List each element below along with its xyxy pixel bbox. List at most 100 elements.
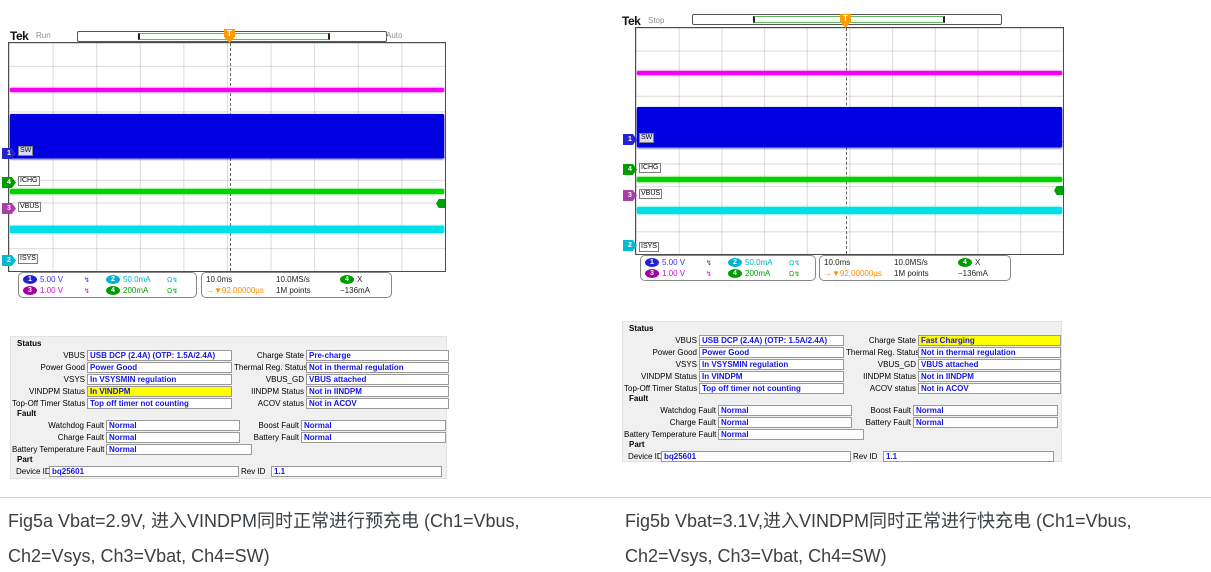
ch1-trace-label: SW (18, 146, 34, 156)
field-value[interactable]: Normal (301, 431, 446, 443)
field-label: VSYS (63, 374, 85, 384)
ch2-marker: 2 (2, 255, 16, 266)
field-label: Battery Fault (253, 432, 299, 442)
readout-row-ch3-ch4: 3 1.00 V ↯ 4 200mA Ω↯ (645, 268, 811, 279)
field-label: Rev ID (241, 466, 266, 476)
field-value[interactable]: Normal (106, 443, 252, 455)
status-section-header: Status (17, 339, 42, 348)
trigger-delay: →▼92.00000µs (206, 286, 264, 295)
tek-logo: Tek (10, 29, 29, 43)
part-row: Device ID bq25601 Rev ID 1.1 (12, 465, 445, 477)
field-value[interactable]: USB DCP (2.4A) (OTP: 1.5A/2.4A) (699, 334, 844, 346)
ch4-marker: 4 (623, 164, 637, 175)
ch3-vbat-trace (637, 71, 1062, 75)
field-value[interactable]: In VSYSMIN regulation (699, 358, 844, 370)
ch1-marker: 1 (2, 148, 16, 159)
ch4-trace-label: ICHG (18, 176, 40, 186)
ch1-sw-trace (637, 107, 1062, 147)
status-panel-right: Status VBUS USB DCP (2.4A) (OTP: 1.5A/2.… (622, 321, 1062, 462)
ch2-trace-label: ISYS (639, 242, 659, 252)
ch3-vbat-trace (10, 88, 444, 92)
readout-row-time: 10.0ms 10.0MS/s 4 X (824, 257, 1006, 268)
ch3-trace-label: VBUS (18, 202, 42, 212)
field-value[interactable]: In VINDPM (87, 385, 232, 397)
readout-row-ch1-ch2: 1 5.00 V ↯ 2 50.0mA Ω↯ (645, 257, 811, 268)
field-label: Top-Off Timer Status (624, 383, 698, 393)
field-value[interactable]: Power Good (87, 361, 232, 373)
field-label: Thermal Reg. Status (846, 347, 920, 357)
trigger-level-marker (1054, 186, 1063, 195)
rev-id-value[interactable]: 1.1 (271, 465, 442, 477)
ch3-marker: 3 (623, 190, 637, 201)
ch1-badge: 1 (23, 275, 37, 284)
device-id-value[interactable]: bq25601 (661, 450, 851, 462)
record-length: 1M points (894, 269, 929, 278)
status-row: Top-Off Timer Status Top off timer not c… (12, 397, 449, 409)
field-value[interactable]: Normal (718, 428, 864, 440)
ch4-ichg-trace (637, 177, 1062, 182)
field-value[interactable]: Top off timer not counting (87, 397, 232, 409)
field-value[interactable]: Normal (301, 419, 446, 431)
trigger-slope: X (975, 258, 981, 267)
probe-icon: ↯ (84, 276, 90, 284)
field-label: Charge Fault (669, 417, 716, 427)
readout-row-record: →▼92.00000µs 1M points −136mA (206, 285, 387, 296)
field-value[interactable]: Normal (106, 431, 240, 443)
ch4-scale: 200mA (123, 286, 149, 295)
field-value[interactable]: VBUS attached (918, 358, 1061, 370)
ch3-badge: 3 (23, 286, 37, 295)
fault-section-header: Fault (17, 409, 37, 418)
status-row: VSYS In VSYSMIN regulation VBUS_GD VBUS … (12, 373, 449, 385)
rev-id-value[interactable]: 1.1 (883, 450, 1054, 462)
field-value[interactable]: Normal (106, 419, 240, 431)
field-label: Boost Fault (258, 420, 299, 430)
trigger-source-badge: 4 (340, 275, 354, 284)
part-section-header: Part (17, 455, 33, 464)
probe-icon: ↯ (84, 287, 90, 295)
field-label: VSYS (675, 359, 697, 369)
field-label: Battery Temperature Fault (624, 429, 717, 439)
field-label: Charge State (256, 350, 304, 360)
field-value[interactable]: Not in ACOV (918, 382, 1061, 394)
status-row: VBUS USB DCP (2.4A) (OTP: 1.5A/2.4A) Cha… (624, 334, 1061, 346)
field-value[interactable]: Not in IINDPM (918, 370, 1061, 382)
timebase: 10.0ms (206, 275, 233, 284)
field-label: Power Good (40, 362, 85, 372)
field-label: Boost Fault (870, 405, 911, 415)
fault-row: Watchdog Fault Normal Boost Fault Normal (624, 404, 1060, 416)
readout-row-ch1-ch2: 1 5.00 V ↯ 2 50.0mA Ω↯ (23, 274, 192, 285)
field-value[interactable]: VBUS attached (306, 373, 449, 385)
field-value[interactable]: Power Good (699, 346, 844, 358)
fault-row: Charge Fault Normal Battery Fault Normal (12, 431, 446, 443)
field-label: Battery Temperature Fault (12, 444, 105, 454)
ohm-probe-icon: Ω↯ (167, 276, 179, 284)
field-value[interactable]: Not in IINDPM (306, 385, 449, 397)
field-value[interactable]: USB DCP (2.4A) (OTP: 1.5A/2.4A) (87, 349, 232, 361)
field-value[interactable]: Normal (913, 404, 1058, 416)
field-value[interactable]: Normal (718, 404, 852, 416)
sample-rate: 10.0MS/s (276, 275, 310, 284)
field-label: Watchdog Fault (660, 405, 716, 415)
timebase-readout-box: 10.0ms 10.0MS/s 4 X →▼92.00000µs 1M poin… (201, 272, 392, 298)
trigger-position-marker: T (840, 14, 851, 28)
field-value[interactable]: Normal (913, 416, 1058, 428)
ch4-ichg-trace (10, 189, 444, 194)
field-label: ACOV status (869, 383, 916, 393)
ch2-isys-trace (10, 226, 444, 233)
field-value[interactable]: Normal (718, 416, 852, 428)
fault-row: Battery Temperature Fault Normal (624, 428, 1060, 440)
field-value[interactable]: Not in thermal regulation (306, 361, 449, 373)
trigger-level-marker (436, 199, 445, 208)
field-value[interactable]: Not in thermal regulation (918, 346, 1061, 358)
field-value[interactable]: Top off timer not counting (699, 382, 844, 394)
field-value[interactable]: In VSYSMIN regulation (87, 373, 232, 385)
field-label: VBUS (63, 350, 85, 360)
field-value[interactable]: Pre-charge (306, 349, 449, 361)
device-id-value[interactable]: bq25601 (49, 465, 239, 477)
caption-strip: Fig5a Vbat=2.9V, 进入VINDPM同时正常进行预充电 (Ch1=… (0, 497, 1211, 572)
ch1-trace-label: SW (639, 133, 655, 143)
field-value[interactable]: Not in ACOV (306, 397, 449, 409)
ch2-trace-label: ISYS (18, 254, 38, 264)
field-value[interactable]: In VINDPM (699, 370, 844, 382)
field-value[interactable]: Fast Charging (918, 334, 1061, 346)
